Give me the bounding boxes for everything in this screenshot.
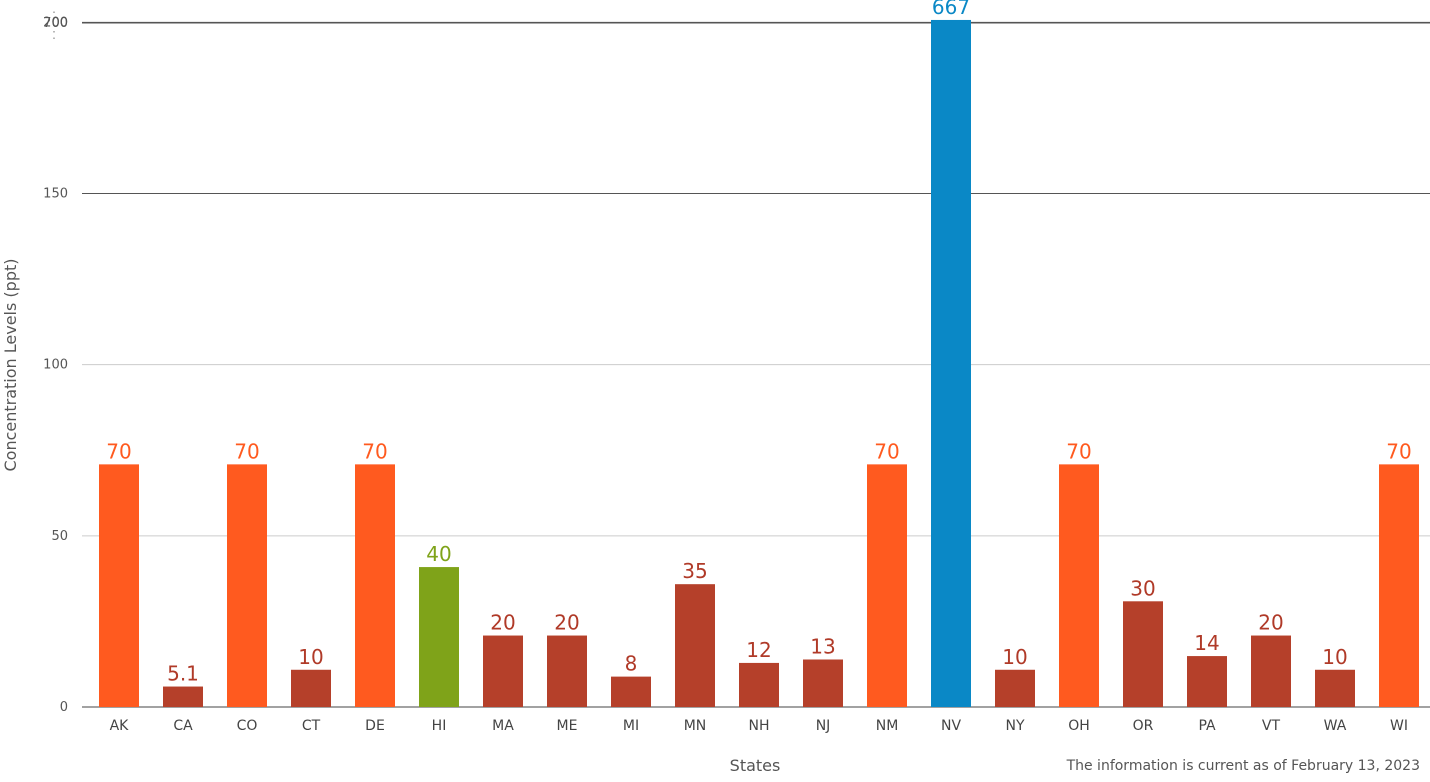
x-tick-label-oh: OH [1068, 718, 1090, 734]
bar-ct [291, 669, 331, 707]
x-tick-label-ma: MA [492, 718, 514, 734]
value-label-ca: 5.1 [167, 662, 199, 686]
bar-pa [1187, 656, 1227, 707]
x-tick-label-nm: NM [876, 718, 899, 734]
y-tick-label: 50 [51, 529, 68, 544]
value-label-vt: 20 [1258, 611, 1283, 635]
bar-ak [99, 464, 139, 707]
x-tick-label-me: ME [557, 718, 578, 734]
y-tick-label: 200 [43, 15, 68, 30]
value-label-me: 20 [554, 611, 579, 635]
value-label-ny: 10 [1002, 645, 1027, 669]
value-label-pa: 14 [1194, 631, 1219, 655]
bar-ny [995, 669, 1035, 707]
value-label-nv: 667 [932, 0, 970, 19]
value-label-wi: 70 [1386, 439, 1411, 463]
y-tick-label: 700 [43, 16, 68, 31]
x-tick-label-nv: NV [941, 718, 961, 734]
bar-nj [803, 659, 843, 707]
x-tick-label-hi: HI [432, 718, 447, 734]
x-tick-label-ca: CA [173, 718, 193, 734]
x-tick-label-mn: MN [684, 718, 707, 734]
value-label-ma: 20 [490, 611, 515, 635]
value-label-nh: 12 [746, 638, 771, 662]
x-tick-label-ak: AK [110, 718, 130, 734]
x-tick-label-nj: NJ [816, 718, 831, 734]
bar-nv [931, 19, 971, 708]
bar-me [547, 635, 587, 707]
bar-ma [483, 635, 523, 707]
bar-mi [611, 676, 651, 707]
bar-nm [867, 464, 907, 707]
x-tick-label-wi: WI [1390, 718, 1408, 734]
value-label-mn: 35 [682, 559, 707, 583]
value-label-nj: 13 [810, 634, 835, 658]
bar-layer [99, 19, 1419, 708]
bar-mn [675, 584, 715, 707]
value-label-nm: 70 [874, 439, 899, 463]
bar-vt [1251, 635, 1291, 707]
bar-co [227, 464, 267, 707]
x-tick-label-vt: VT [1262, 718, 1281, 734]
value-label-mi: 8 [625, 652, 638, 676]
bar-wi [1379, 464, 1419, 707]
x-tick-label-ny: NY [1005, 718, 1024, 734]
x-tick-label-mi: MI [623, 718, 639, 734]
bar-ca [163, 686, 203, 707]
y-tick-label: 0 [60, 700, 68, 715]
x-tick-label-or: OR [1133, 718, 1154, 734]
bar-hi [419, 567, 459, 707]
x-tick-label-de: DE [365, 718, 385, 734]
y-tick-label: 100 [43, 358, 68, 373]
value-label-wa: 10 [1322, 645, 1347, 669]
date-note: The information is current as of Februar… [1066, 758, 1420, 774]
x-tick-label-nh: NH [749, 718, 770, 734]
x-tick-label-ct: CT [302, 718, 321, 734]
x-tick-label-co: CO [237, 718, 258, 734]
value-label-co: 70 [234, 439, 259, 463]
bar-wa [1315, 669, 1355, 707]
value-label-ct: 10 [298, 645, 323, 669]
value-label-oh: 70 [1066, 439, 1091, 463]
y-tick-label: 150 [43, 187, 68, 202]
value-label-de: 70 [362, 439, 387, 463]
bar-nh [739, 662, 779, 707]
bar-or [1123, 601, 1163, 707]
value-label-ak: 70 [106, 439, 131, 463]
y-axis-title: Concentration Levels (ppt) [1, 259, 20, 472]
value-label-or: 30 [1130, 576, 1155, 600]
value-label-hi: 40 [426, 542, 451, 566]
bar-de [355, 464, 395, 707]
x-tick-label-pa: PA [1198, 718, 1216, 734]
bar-oh [1059, 464, 1099, 707]
x-axis-title: States [730, 756, 781, 775]
x-tick-label-wa: WA [1324, 718, 1347, 734]
